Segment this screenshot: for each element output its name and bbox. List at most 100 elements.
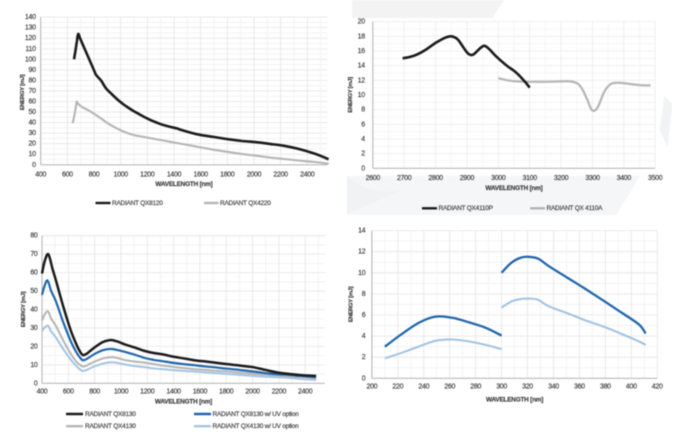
svg-text:10: 10: [358, 270, 366, 277]
svg-text:120: 120: [25, 35, 36, 42]
svg-text:2400: 2400: [300, 171, 315, 178]
svg-text:100: 100: [25, 56, 36, 63]
svg-text:RADIANT QX4130: RADIANT QX4130: [85, 423, 136, 430]
svg-text:3000: 3000: [491, 175, 506, 182]
svg-text:40: 40: [29, 120, 37, 127]
svg-text:2: 2: [362, 354, 366, 361]
svg-text:2: 2: [361, 151, 365, 158]
svg-text:ENERGY [mJ]: ENERGY [mJ]: [20, 74, 26, 110]
svg-text:4: 4: [361, 136, 365, 143]
svg-text:1800: 1800: [220, 171, 235, 178]
svg-text:360: 360: [574, 384, 585, 391]
svg-text:RADIANT QX4130 w/ UV option: RADIANT QX4130 w/ UV option: [213, 423, 300, 430]
svg-text:3400: 3400: [617, 175, 632, 182]
svg-text:6: 6: [362, 312, 366, 319]
svg-text:0: 0: [32, 162, 36, 169]
svg-text:60: 60: [29, 99, 37, 106]
svg-text:WAVELENGTH [nm]: WAVELENGTH [nm]: [155, 399, 212, 406]
svg-text:110: 110: [25, 46, 36, 53]
svg-text:800: 800: [89, 171, 100, 178]
svg-text:300: 300: [496, 384, 507, 391]
svg-text:400: 400: [626, 384, 637, 391]
svg-text:RADIANT QX8130: RADIANT QX8130: [85, 411, 136, 418]
svg-text:2000: 2000: [245, 389, 260, 396]
svg-text:400: 400: [37, 389, 48, 396]
svg-text:2200: 2200: [272, 389, 287, 396]
svg-text:1000: 1000: [114, 389, 129, 396]
svg-text:4: 4: [362, 333, 366, 340]
svg-text:40: 40: [30, 307, 38, 314]
svg-text:ENERGY [mJ]: ENERGY [mJ]: [349, 286, 355, 322]
svg-text:380: 380: [600, 384, 611, 391]
svg-text:2000: 2000: [247, 171, 262, 178]
svg-text:10: 10: [30, 362, 38, 369]
svg-text:3300: 3300: [585, 175, 600, 182]
svg-text:420: 420: [652, 384, 663, 391]
svg-text:600: 600: [63, 389, 74, 396]
svg-text:12: 12: [358, 249, 366, 256]
svg-text:200: 200: [367, 384, 378, 391]
svg-text:320: 320: [522, 384, 533, 391]
svg-text:10: 10: [29, 151, 37, 158]
svg-text:1200: 1200: [140, 171, 155, 178]
svg-text:20: 20: [29, 141, 37, 148]
svg-text:0: 0: [34, 380, 38, 387]
svg-text:ENERGY [mJ]: ENERGY [mJ]: [348, 77, 354, 113]
svg-text:70: 70: [30, 251, 38, 258]
svg-text:260: 260: [444, 384, 455, 391]
svg-text:70: 70: [29, 88, 37, 95]
svg-text:1000: 1000: [114, 171, 129, 178]
svg-text:600: 600: [62, 171, 73, 178]
svg-text:340: 340: [548, 384, 559, 391]
svg-text:RADIANT QX4110P: RADIANT QX4110P: [439, 205, 493, 212]
svg-text:2400: 2400: [298, 389, 313, 396]
svg-text:60: 60: [30, 270, 38, 277]
svg-text:130: 130: [25, 25, 36, 32]
svg-text:140: 140: [25, 14, 36, 21]
svg-text:1200: 1200: [140, 389, 155, 396]
svg-text:3500: 3500: [648, 175, 663, 182]
svg-text:18: 18: [358, 33, 366, 40]
svg-text:80: 80: [29, 77, 37, 84]
svg-text:14: 14: [358, 63, 366, 70]
svg-text:50: 50: [30, 288, 38, 295]
svg-text:8: 8: [362, 291, 366, 298]
svg-text:16: 16: [358, 48, 366, 55]
svg-text:RADIANT QX8130 w/ UV option: RADIANT QX8130 w/ UV option: [213, 411, 300, 418]
svg-text:1600: 1600: [193, 389, 208, 396]
svg-text:2600: 2600: [366, 175, 381, 182]
svg-text:2200: 2200: [273, 171, 288, 178]
svg-text:2800: 2800: [428, 175, 443, 182]
svg-text:1800: 1800: [219, 389, 234, 396]
svg-text:ENERGY [mJ]: ENERGY [mJ]: [21, 291, 27, 327]
svg-text:90: 90: [29, 67, 37, 74]
svg-text:1400: 1400: [166, 389, 181, 396]
svg-text:30: 30: [29, 130, 37, 137]
svg-text:WAVELENGTH [nm]: WAVELENGTH [nm]: [485, 185, 542, 192]
svg-text:RADIANT QX 4110A: RADIANT QX 4110A: [547, 205, 604, 212]
svg-text:10: 10: [358, 92, 366, 99]
svg-text:220: 220: [392, 384, 403, 391]
svg-text:3200: 3200: [554, 175, 569, 182]
svg-text:80: 80: [30, 233, 38, 240]
svg-text:280: 280: [470, 384, 481, 391]
svg-text:1400: 1400: [167, 171, 182, 178]
svg-text:WAVELENGTH [nm]: WAVELENGTH [nm]: [486, 397, 543, 404]
svg-text:8: 8: [361, 107, 365, 114]
svg-text:WAVELENGTH [nm]: WAVELENGTH [nm]: [155, 181, 212, 188]
svg-text:0: 0: [362, 375, 366, 382]
svg-text:12: 12: [358, 77, 366, 84]
svg-text:2900: 2900: [460, 175, 475, 182]
svg-text:6: 6: [361, 121, 365, 128]
svg-text:800: 800: [89, 389, 100, 396]
svg-text:50: 50: [29, 109, 37, 116]
svg-text:RADIANT QX4220: RADIANT QX4220: [220, 200, 271, 207]
svg-text:2700: 2700: [397, 175, 412, 182]
svg-text:14: 14: [358, 228, 366, 235]
svg-text:20: 20: [30, 343, 38, 350]
svg-text:3100: 3100: [523, 175, 538, 182]
svg-text:240: 240: [418, 384, 429, 391]
svg-text:RADIANT QX8120: RADIANT QX8120: [112, 200, 163, 207]
svg-text:20: 20: [358, 19, 366, 26]
svg-text:1600: 1600: [194, 171, 209, 178]
